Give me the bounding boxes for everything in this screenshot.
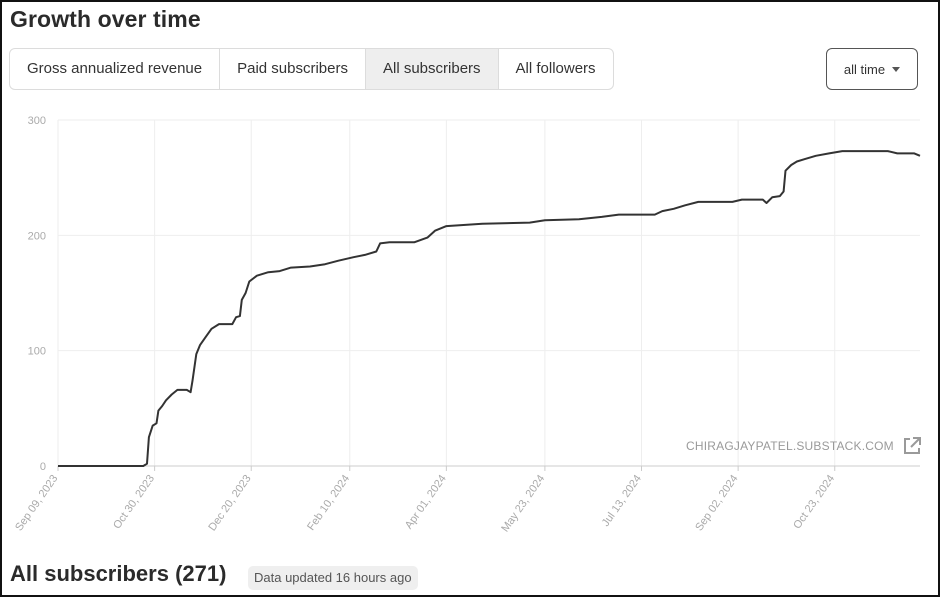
x-tick-label: Feb 10, 2024: [305, 473, 352, 533]
external-link-icon: [903, 437, 921, 454]
tab-all-subscribers[interactable]: All subscribers: [366, 49, 499, 89]
tab-paid-subscribers[interactable]: Paid subscribers: [220, 49, 366, 89]
x-tick-label: Oct 30, 2023: [111, 473, 157, 531]
data-updated-badge: Data updated 16 hours ago: [248, 566, 418, 590]
metric-tabs: Gross annualized revenue Paid subscriber…: [9, 48, 614, 90]
x-tick-label: Sep 02, 2024: [693, 473, 740, 533]
x-tick-label: Dec 20, 2023: [206, 473, 253, 533]
publication-link[interactable]: CHIRAGJAYPATEL.SUBSTACK.COM: [686, 436, 922, 456]
subscriber-series-line: [58, 150, 921, 467]
x-tick-label: Oct 23, 2024: [791, 473, 837, 531]
time-range-value: all time: [843, 61, 886, 77]
tab-all-followers[interactable]: All followers: [515, 60, 596, 77]
page-title: Growth over time: [10, 6, 201, 32]
y-tick-label: 100: [28, 346, 46, 358]
x-tick-label: Jul 13, 2024: [600, 473, 644, 529]
x-tick-label: Sep 09, 2023: [13, 473, 60, 533]
time-range-select[interactable]: all time: [826, 48, 918, 90]
section-title: All subscribers (271): [10, 561, 227, 586]
tab-gross-annualized-revenue[interactable]: Gross annualized revenue: [10, 49, 221, 89]
publication-url: CHIRAGJAYPATEL.SUBSTACK.COM: [686, 439, 894, 453]
y-tick-label: 300: [28, 115, 46, 127]
x-tick-label: Apr 01, 2024: [403, 473, 449, 531]
caret-down-icon: [892, 67, 901, 72]
x-tick-label: May 23, 2024: [499, 473, 547, 534]
y-tick-label: 0: [40, 461, 46, 473]
y-tick-label: 200: [28, 230, 46, 242]
